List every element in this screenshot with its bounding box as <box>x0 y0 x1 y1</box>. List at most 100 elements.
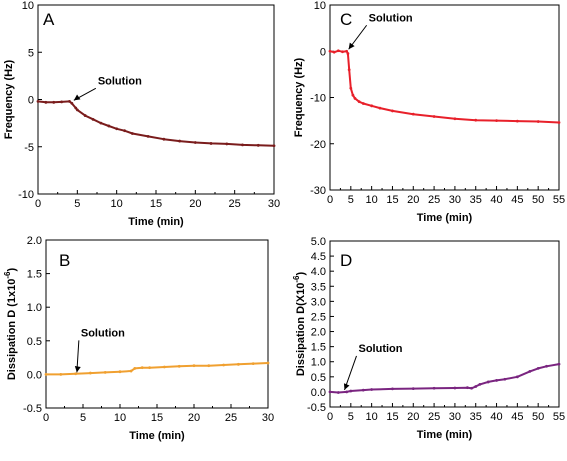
x-tick-label: 0 <box>35 198 41 210</box>
x-tick-label: 25 <box>225 412 237 424</box>
y-tick-label: 0 <box>320 46 326 58</box>
x-tick-label: 15 <box>150 198 162 210</box>
x-tick-label: 35 <box>470 411 482 423</box>
series-line <box>37 100 275 147</box>
data-point <box>345 49 349 53</box>
y-tick-label: 3.5 <box>311 281 326 293</box>
data-point <box>74 106 78 110</box>
data-point <box>146 134 150 138</box>
data-point <box>474 385 478 388</box>
x-tick-label: 45 <box>511 411 523 423</box>
data-point <box>453 117 457 121</box>
data-point <box>346 52 350 55</box>
annotation-arrowhead <box>343 383 350 390</box>
data-point <box>209 142 213 145</box>
data-point <box>470 386 473 390</box>
data-point <box>207 364 211 368</box>
panel-d: 0 5 10 15 20 25 30 35 40 45 50 55 -0.5 0.0 0.5 1.0 1.5 2.… <box>292 236 565 441</box>
y-axis-label: Frequency (Hz) <box>293 57 305 137</box>
panel-c: 0 5 10 15 20 25 30 35 40 45 50 55 -30 -20 -10 0 10 Time (… <box>293 0 565 224</box>
x-tick-label: 55 <box>553 411 565 423</box>
y-tick-label: 1.0 <box>27 302 42 314</box>
data-point <box>391 387 394 391</box>
data-point <box>328 49 332 53</box>
y-tick-label: -20 <box>310 139 326 151</box>
data-point <box>68 99 71 103</box>
data-point <box>99 121 103 125</box>
data-point <box>256 143 260 147</box>
plot-frame <box>329 4 560 191</box>
data-point <box>557 121 561 124</box>
data-point <box>378 106 382 110</box>
x-tick-label: 10 <box>114 412 126 424</box>
x-tick-label: 15 <box>386 411 398 423</box>
y-tick-label: 1.0 <box>311 357 326 369</box>
data-point <box>91 117 95 121</box>
data-point <box>178 139 182 143</box>
data-point <box>225 142 229 146</box>
data-point <box>411 112 415 116</box>
x-tick-label: 20 <box>407 194 419 206</box>
data-point <box>163 365 166 369</box>
data-point <box>361 388 365 392</box>
annotation-arrow <box>344 355 357 391</box>
data-point <box>432 115 436 118</box>
data-point <box>351 93 355 97</box>
panel-b: 0 5 10 15 20 25 30 -0.5 0.0 0.5 1.0 1.5 2.0 Time (min… <box>3 235 274 442</box>
x-tick-label: 0 <box>327 194 333 206</box>
x-tick-label: 0 <box>43 412 49 424</box>
y-tick-label: 10 <box>314 0 326 12</box>
panel-letter: B <box>59 251 70 270</box>
data-point <box>193 141 197 144</box>
x-tick-label: 0 <box>327 411 333 423</box>
y-tick-label: -0.5 <box>307 402 326 414</box>
y-tick-label: 4.5 <box>311 251 326 263</box>
data-point <box>515 119 519 123</box>
data-point <box>495 119 498 123</box>
data-point <box>536 120 540 123</box>
y-tick-label: 0.5 <box>27 336 42 348</box>
data-point <box>115 127 119 131</box>
data-point <box>60 100 63 104</box>
y-tick-label: 0.5 <box>311 372 326 384</box>
y-tick-label: 4.0 <box>311 266 326 278</box>
data-point <box>361 102 365 105</box>
y-tick-label: 0.0 <box>27 369 42 381</box>
x-tick-label: 25 <box>428 194 440 206</box>
x-tick-label: 55 <box>553 194 565 206</box>
data-point <box>357 100 361 104</box>
x-tick-label: 20 <box>189 198 201 210</box>
data-point <box>341 50 344 54</box>
series-line <box>46 362 269 376</box>
x-tick-label: 15 <box>151 412 163 424</box>
y-tick-label: 1.5 <box>27 269 42 281</box>
panel-a: 0 5 10 15 20 25 30 -10 -5 0 5 10 Time (min) Frequency… <box>3 0 280 228</box>
data-point <box>528 369 532 373</box>
data-point <box>118 370 122 374</box>
x-tick-label: 25 <box>229 198 241 210</box>
series-line <box>329 363 560 394</box>
y-tick-label: -30 <box>310 185 326 197</box>
data-point <box>107 124 111 128</box>
y-tick-label: 5.0 <box>311 236 326 248</box>
y-tick-label: 10 <box>22 0 34 12</box>
y-tick-label: -0.5 <box>23 403 42 415</box>
data-point <box>370 104 374 108</box>
data-point <box>345 390 349 394</box>
x-tick-label: 20 <box>188 412 200 424</box>
x-tick-label: 40 <box>490 194 502 206</box>
y-axis-label-main: Dissipation D(X10 <box>295 283 307 377</box>
x-tick-label: 35 <box>470 194 482 206</box>
x-tick-label: 5 <box>348 411 354 423</box>
data-point <box>70 101 74 105</box>
plot-frame <box>37 4 275 195</box>
x-tick-label: 10 <box>366 411 378 423</box>
data-point <box>332 50 336 54</box>
data-point <box>349 86 353 90</box>
annotation-arrowhead <box>73 94 81 101</box>
y-axis-label-main: Frequency (Hz) <box>3 59 15 139</box>
data-point <box>192 364 196 368</box>
data-point <box>411 387 415 390</box>
plot-frame <box>329 240 560 408</box>
y-tick-label: -5 <box>24 142 34 154</box>
